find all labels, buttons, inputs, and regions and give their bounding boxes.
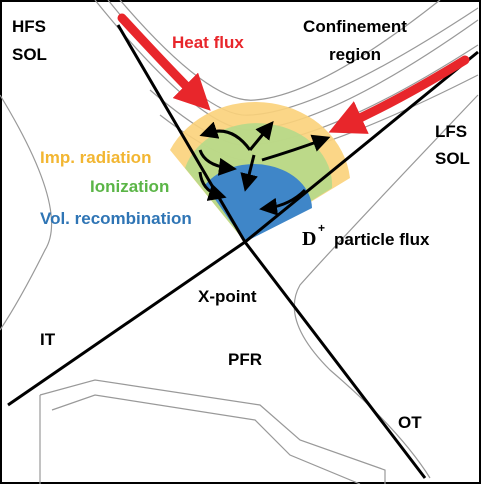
label: region (329, 45, 381, 64)
label: HFS (12, 17, 46, 36)
label: LFS (435, 122, 467, 141)
label: Imp. radiation (40, 148, 151, 167)
label: SOL (435, 149, 470, 168)
label: Vol. recombination (40, 209, 192, 228)
label: D (302, 228, 316, 250)
label: X-point (198, 287, 257, 306)
label: OT (398, 413, 422, 432)
label: particle flux (334, 230, 430, 249)
separatrix (116, 24, 427, 479)
heat-flux-arrows (117, 13, 470, 134)
label: IT (40, 330, 56, 349)
label: Confinement (303, 17, 407, 36)
label: PFR (228, 350, 262, 369)
label: Ionization (90, 177, 169, 196)
flow-arrows (198, 121, 331, 216)
label: + (318, 221, 325, 235)
recombination-zone (205, 164, 312, 242)
label: SOL (12, 45, 47, 64)
label: Heat flux (172, 33, 244, 52)
